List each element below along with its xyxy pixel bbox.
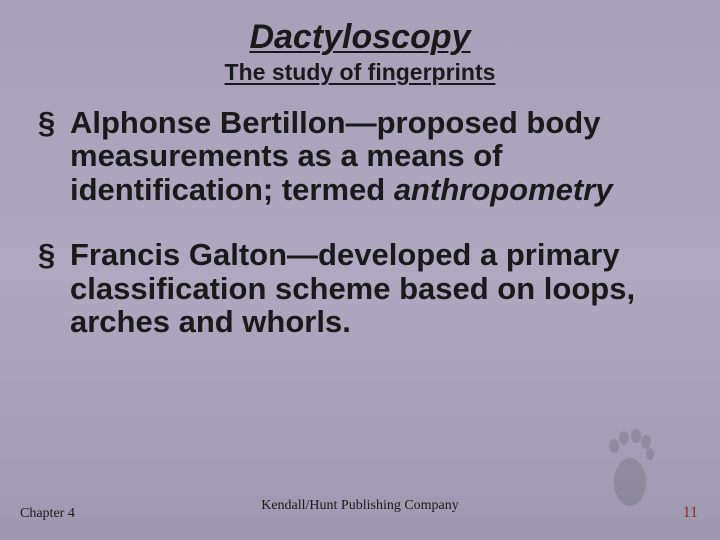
page-number: 11 bbox=[683, 504, 698, 522]
footer-publisher: Kendall/Hunt Publishing Company bbox=[0, 498, 720, 514]
bullet-list: Alphonse Bertillon—proposed body measure… bbox=[30, 106, 690, 339]
bullet-text: Francis Galton—developed a primary class… bbox=[70, 237, 635, 339]
bullet-item: Francis Galton—developed a primary class… bbox=[38, 238, 690, 338]
slide-title: Dactyloscopy bbox=[30, 18, 690, 57]
slide: Dactyloscopy The study of fingerprints A… bbox=[0, 0, 720, 540]
bullet-item: Alphonse Bertillon—proposed body measure… bbox=[38, 106, 690, 206]
slide-subtitle: The study of fingerprints bbox=[30, 59, 690, 86]
bullet-italic: anthropometry bbox=[394, 172, 613, 207]
